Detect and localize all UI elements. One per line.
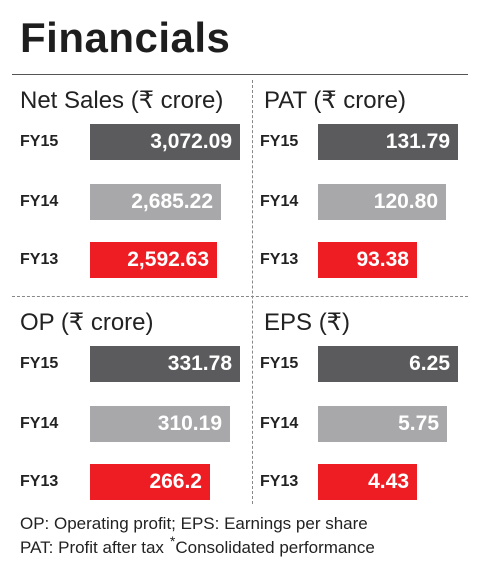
category-label: FY13: [20, 251, 59, 268]
eps-row-fy14: FY14 5.75: [256, 406, 480, 442]
bar-fy14: 310.19: [90, 406, 230, 442]
net-sales-chart: Net Sales (₹ crore) FY15 3,072.09 FY14 2,68…: [12, 80, 244, 292]
category-label: FY13: [20, 473, 59, 490]
category-label: FY14: [260, 415, 299, 432]
title-divider: [12, 74, 468, 75]
category-label: FY15: [20, 355, 59, 372]
asterisk-note-mark: *: [169, 533, 176, 549]
net-sales-chart-title: Net Sales (₹ crore): [20, 87, 224, 114]
category-label: FY15: [20, 133, 59, 150]
eps-row-fy15: FY15 6.25: [256, 346, 480, 382]
bar-fy14: 2,685.22: [90, 184, 221, 220]
bar-fy13: 4.43: [318, 464, 417, 500]
legend-line-1: OP: Operating profit; EPS: Earnings per …: [20, 514, 368, 533]
pat-row-fy13: FY13 93.38: [256, 242, 480, 278]
bar-fy13: 2,592.63: [90, 242, 217, 278]
vertical-divider: [252, 80, 253, 504]
category-label: FY14: [20, 193, 59, 210]
legend-line-2: PAT: Profit after tax *Consolidated perfo…: [20, 533, 375, 560]
bar-fy14: 5.75: [318, 406, 447, 442]
pat-row-fy15: FY15 131.79: [256, 124, 480, 160]
pat-chart-title: PAT (₹ crore): [264, 87, 406, 114]
category-label: FY13: [260, 473, 299, 490]
op-row-fy15: FY15 331.78: [12, 346, 244, 382]
op-row-fy14: FY14 310.19: [12, 406, 244, 442]
bar-fy15: 331.78: [90, 346, 240, 382]
page-title: Financials: [20, 14, 231, 61]
eps-chart-title: EPS (₹): [264, 309, 350, 336]
bar-fy13: 93.38: [318, 242, 417, 278]
bar-fy15: 3,072.09: [90, 124, 240, 160]
eps-row-fy13: FY13 4.43: [256, 464, 480, 500]
bar-fy13: 266.2: [90, 464, 210, 500]
net-sales-row-fy15: FY15 3,072.09: [12, 124, 244, 160]
op-chart-title: OP (₹ crore): [20, 309, 154, 336]
legend-consolidated-note: Consolidated performance: [175, 538, 375, 557]
pat-row-fy14: FY14 120.80: [256, 184, 480, 220]
legend-pat-note: PAT: Profit after tax: [20, 538, 164, 557]
category-label: FY14: [260, 193, 299, 210]
legend: OP: Operating profit; EPS: Earnings per …: [20, 512, 375, 560]
category-label: FY14: [20, 415, 59, 432]
op-row-fy13: FY13 266.2: [12, 464, 244, 500]
eps-chart: EPS (₹) FY15 6.25 FY14 5.75 FY13 4.43: [256, 302, 480, 514]
category-label: FY13: [260, 251, 299, 268]
horizontal-divider: [12, 296, 468, 297]
net-sales-row-fy14: FY14 2,685.22: [12, 184, 244, 220]
category-label: FY15: [260, 133, 299, 150]
bar-fy15: 131.79: [318, 124, 458, 160]
category-label: FY15: [260, 355, 299, 372]
bar-fy15: 6.25: [318, 346, 458, 382]
bar-fy14: 120.80: [318, 184, 446, 220]
net-sales-row-fy13: FY13 2,592.63: [12, 242, 244, 278]
pat-chart: PAT (₹ crore) FY15 131.79 FY14 120.80 FY13 93…: [256, 80, 480, 292]
op-chart: OP (₹ crore) FY15 331.78 FY14 310.19 FY13 266…: [12, 302, 244, 514]
